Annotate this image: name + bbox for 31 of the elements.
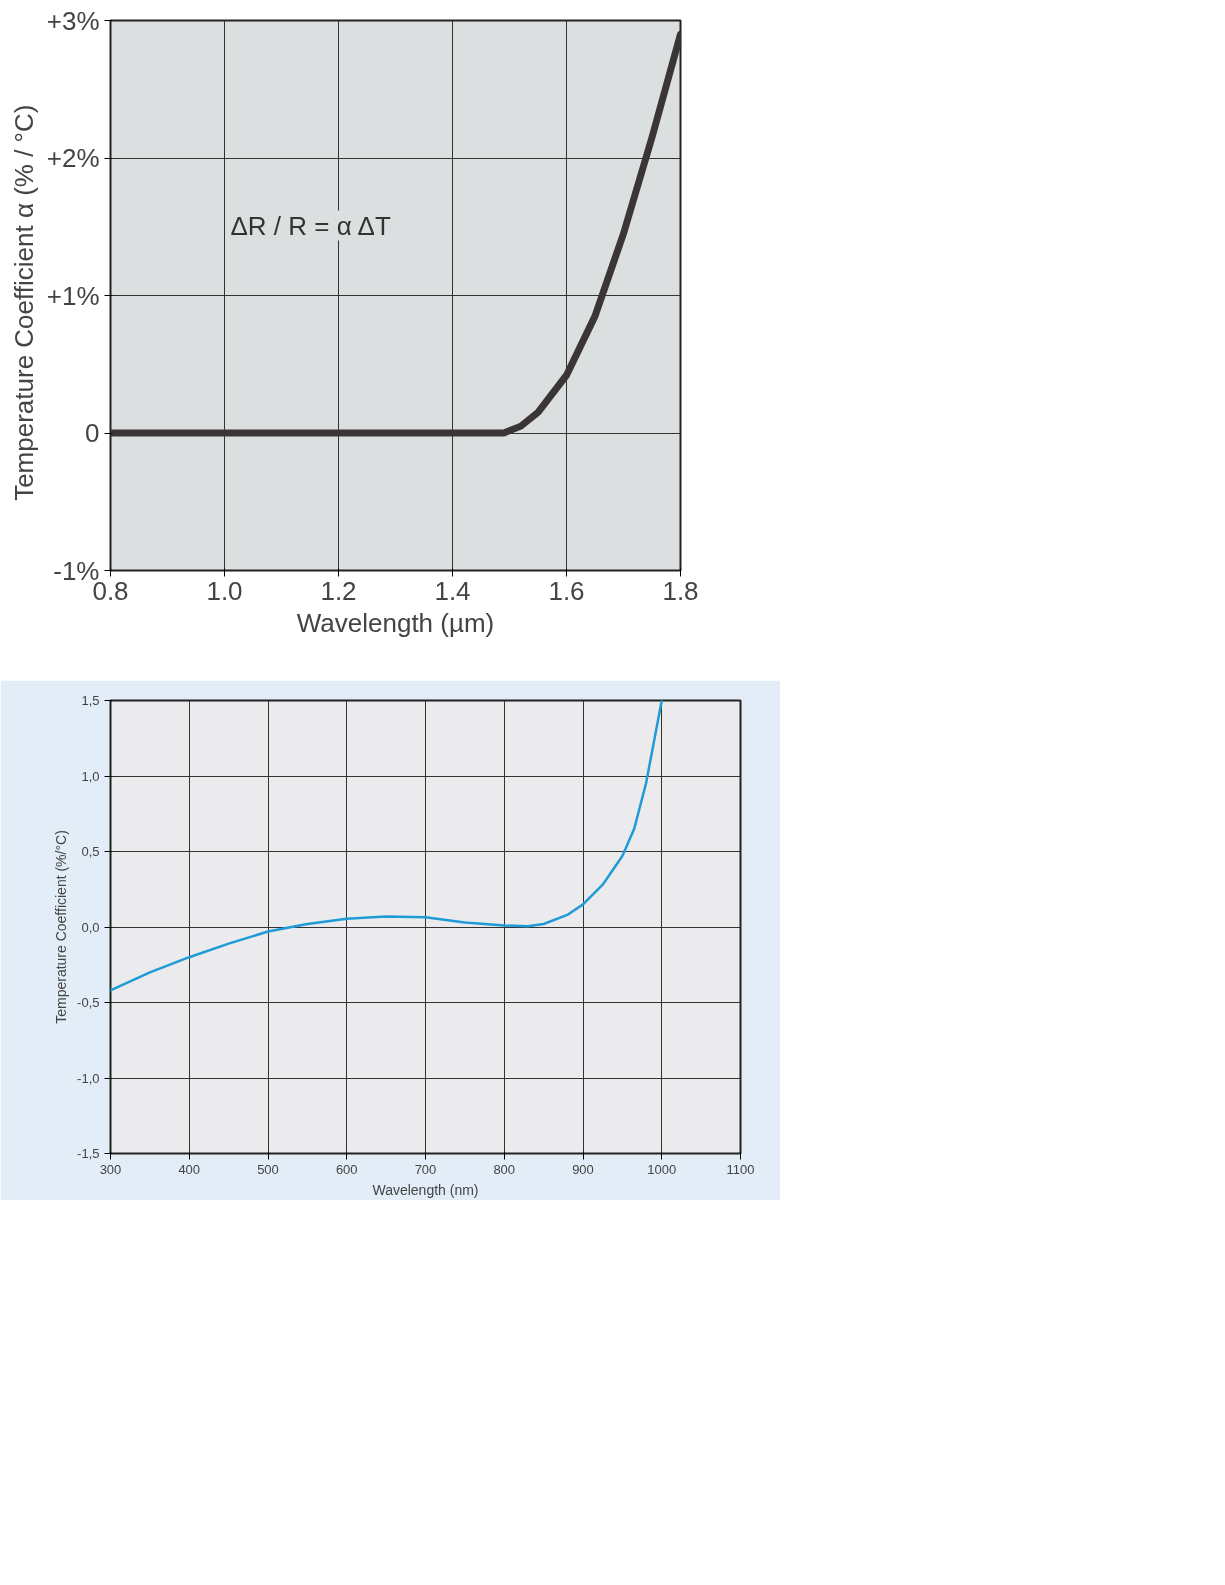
x-tick-label: 1.4 — [434, 575, 471, 606]
y-tick-label: +2% — [46, 143, 100, 173]
y-tick-label: -1,5 — [77, 1146, 100, 1161]
annotation: ΔR / R = α ΔT — [230, 210, 391, 241]
x-axis-title: Wavelength (µm) — [296, 607, 495, 638]
x-tick-label: 400 — [178, 1161, 201, 1177]
x-tick-label: 700 — [414, 1161, 437, 1177]
x-tick-label: 900 — [572, 1161, 594, 1177]
y-axis-title: Temperature Coefficient α (% / °C) — [8, 104, 39, 501]
x-tick-label: 1.0 — [206, 575, 243, 606]
x-tick-label: 1000 — [647, 1161, 677, 1177]
x-tick-label: 500 — [257, 1161, 279, 1177]
y-axis-title: Temperature Coefficient (%/°C) — [53, 830, 70, 1024]
y-tick-label: +3% — [46, 5, 100, 36]
x-tick-label: 1.6 — [548, 575, 585, 606]
line-series — [110, 700, 663, 992]
x-axis-title: Wavelength (nm) — [372, 1181, 479, 1198]
x-tick-label: 600 — [335, 1161, 358, 1177]
y-tick-label: 1,5 — [81, 693, 100, 708]
x-tick-label: 300 — [99, 1161, 122, 1177]
x-tick-label: 800 — [493, 1161, 516, 1177]
x-tick-label: 1.8 — [662, 575, 699, 606]
y-tick-label: 0,5 — [81, 844, 100, 859]
y-tick-label: 0 — [85, 418, 100, 448]
x-tick-label: 1.2 — [320, 575, 357, 606]
y-tick-label: -1,0 — [77, 1070, 100, 1086]
y-tick-label: 0,0 — [81, 919, 100, 935]
x-tick-label: 1100 — [726, 1161, 755, 1177]
y-tick-label: +1% — [46, 280, 100, 311]
y-tick-label: 1,0 — [81, 768, 100, 784]
y-tick-label: -0,5 — [77, 995, 100, 1010]
